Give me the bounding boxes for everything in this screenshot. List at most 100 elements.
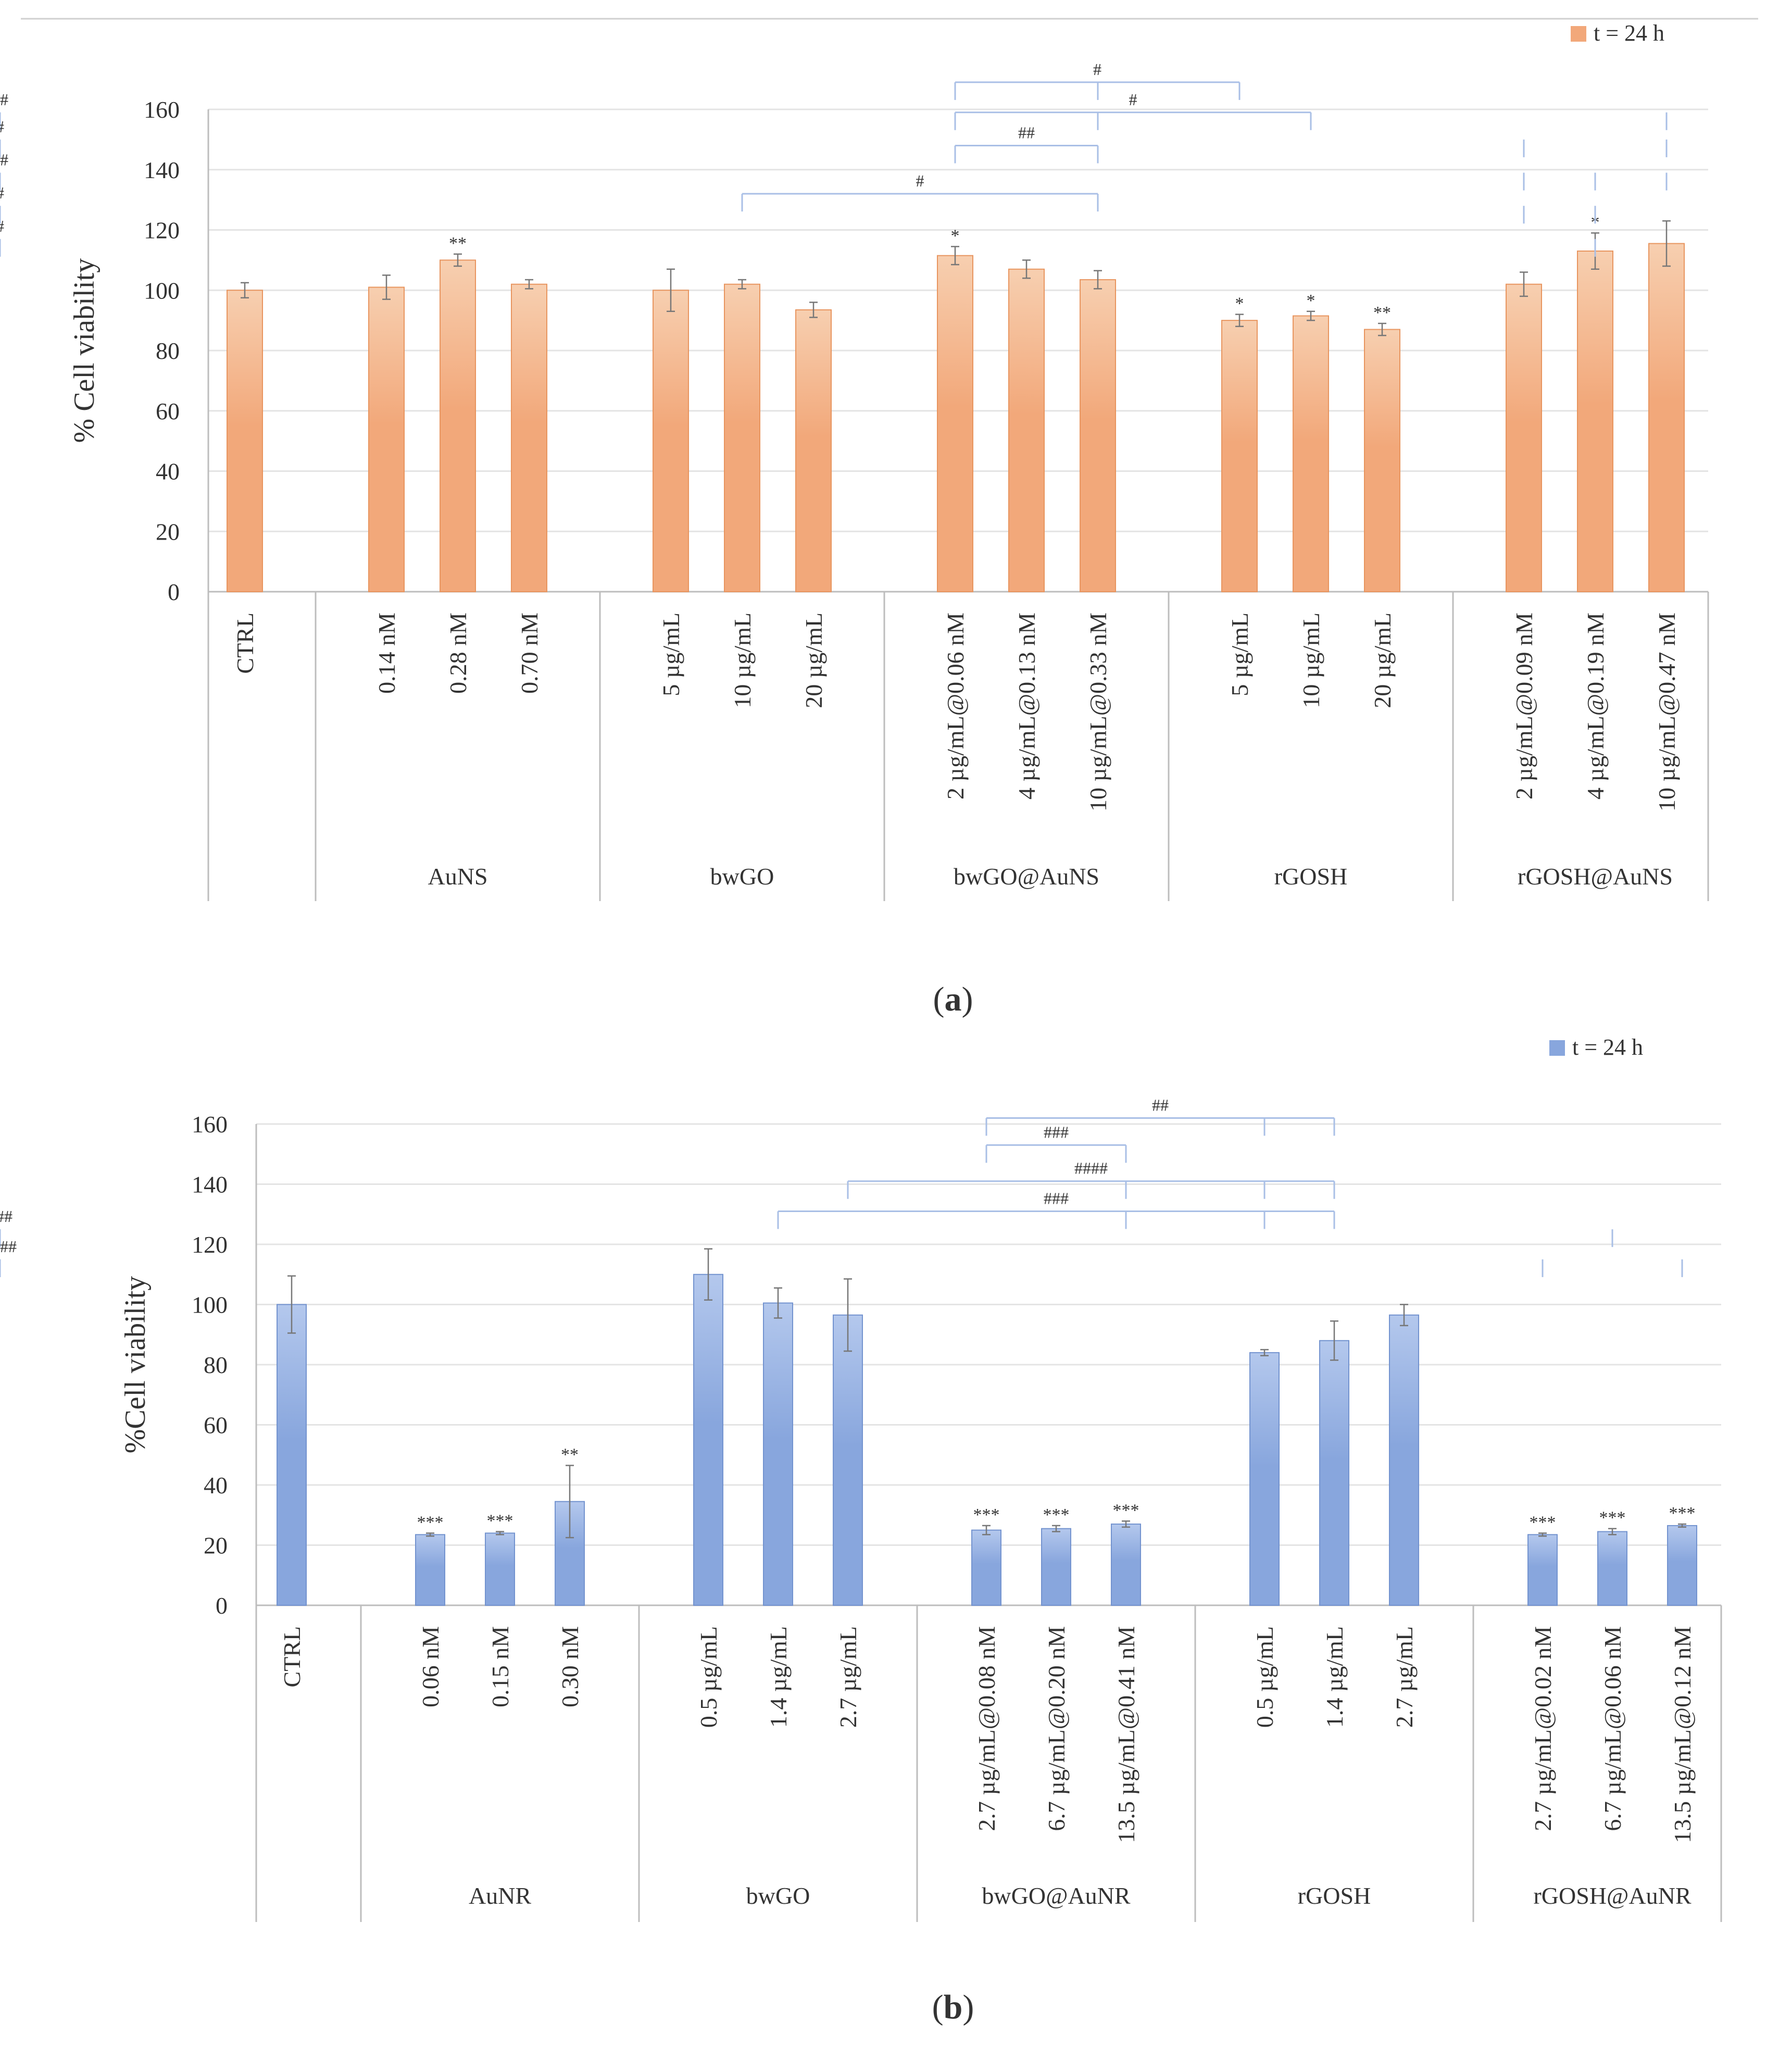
bar [485,1532,515,1606]
x-tick-label: 10 µg/mL [729,613,756,708]
x-tick-label: 1.4 µg/mL [1321,1626,1348,1728]
significance-label: *** [1113,1501,1139,1520]
y-tick-label: 80 [204,1352,228,1378]
x-tick-label: 0.5 µg/mL [1251,1626,1278,1728]
legend-swatch [1549,1040,1565,1056]
x-tick-label: 0.06 nM [417,1626,444,1707]
bar [415,1534,445,1606]
significance-label: *** [1530,1513,1556,1532]
significance-bracket-label: # [0,217,4,235]
legend-label: t = 24 h [1594,20,1664,46]
significance-bracket-label: # [0,117,4,136]
x-tick-label: 2.7 µg/mL [835,1626,861,1728]
x-tick-label: 0.5 µg/mL [695,1626,722,1728]
y-axis-label: % Cell viability [68,258,101,443]
bar [511,283,547,592]
group-label: bwGO [710,863,774,890]
bar [227,290,263,592]
bar [724,283,760,592]
y-tick-label: 100 [192,1292,228,1318]
significance-bracket-label: ### [1044,1122,1069,1141]
group-label: bwGO@AuNS [954,863,1099,890]
significance-bracket-label: ### [0,1207,12,1226]
y-tick-label: 20 [156,518,180,545]
x-tick-label: 2.7 µg/mL@0.08 nM [973,1626,1000,1831]
bar [937,255,973,593]
x-tick-label: 10 µg/mL@0.33 nM [1085,613,1111,812]
x-tick-label: 6.7 µg/mL@0.20 nM [1043,1626,1070,1831]
significance-label: ** [561,1445,579,1464]
significance-label: *** [417,1513,444,1532]
bar [1597,1531,1627,1606]
x-tick-label: 4 µg/mL@0.19 nM [1582,613,1609,800]
significance-bracket-label: ## [0,90,8,109]
x-tick-label: 20 µg/mL [800,613,827,708]
y-tick-label: 100 [144,277,180,304]
x-tick-label: 5 µg/mL [1226,613,1253,696]
significance-bracket-label: ## [1018,123,1035,142]
significance-bracket-label: ### [1044,1189,1069,1207]
significance-label: * [1307,291,1316,310]
group-label: rGOSH@AuNS [1518,863,1673,890]
x-tick-label: 1.4 µg/mL [765,1626,792,1728]
significance-bracket-label: ## [0,151,8,169]
group-label: bwGO@AuNR [982,1882,1130,1909]
bar [693,1274,723,1606]
x-tick-label: 2 µg/mL@0.06 nM [942,613,969,800]
y-tick-label: 40 [204,1472,228,1499]
bar [368,286,405,592]
x-tick-label: 10 µg/mL [1298,613,1324,708]
bar [440,259,476,592]
panel-label: (b) [932,1988,974,2026]
x-tick-label: 2.7 µg/mL [1391,1626,1418,1728]
x-tick-label: 6.7 µg/mL@0.06 nM [1599,1626,1626,1831]
legend-swatch [1571,26,1586,42]
group-label: AuNR [469,1882,531,1909]
y-tick-label: 40 [156,458,180,485]
significance-bracket-label: #### [1074,1159,1108,1178]
bar [1527,1534,1558,1606]
significance-label: *** [487,1512,513,1531]
bar [1319,1340,1349,1606]
y-tick-label: 60 [156,398,180,425]
bar [1080,279,1116,592]
y-tick-label: 0 [168,579,180,605]
x-tick-label: 10 µg/mL@0.47 nM [1653,613,1680,812]
significance-label: * [951,226,960,245]
x-tick-label: 2.7 µg/mL@0.02 nM [1530,1626,1556,1831]
bar [1577,251,1613,592]
x-tick-label: CTRL [279,1626,305,1688]
group-label: rGOSH@AuNR [1533,1882,1691,1909]
x-tick-label: 20 µg/mL [1369,613,1396,708]
chart-panel-b: 0 20 40 60 80 100 120 140 160 %Cell viability CTRL… [0,1034,1722,2026]
x-tick-label: 0.70 nM [516,613,543,694]
group-label: rGOSH [1298,1882,1371,1909]
bar [653,290,689,592]
significance-label: *** [1043,1505,1070,1525]
y-tick-label: 160 [144,96,180,123]
group-label: rGOSH [1274,863,1348,890]
y-tick-label: 0 [216,1592,228,1619]
bar [1221,320,1258,592]
significance-bracket-label: # [0,183,4,202]
bar [833,1314,863,1606]
y-tick-label: 20 [204,1532,228,1559]
x-tick-label: 13.5 µg/mL@0.41 nM [1113,1626,1139,1843]
x-tick-label: 5 µg/mL [658,613,684,696]
group-label: AuNS [428,863,487,890]
significance-label: ** [449,234,467,253]
x-tick-label: CTRL [232,613,258,674]
bar [1249,1352,1280,1606]
y-tick-label: 120 [192,1231,228,1258]
bar [1364,329,1400,592]
significance-bracket-label: ## [1152,1095,1169,1114]
legend-label: t = 24 h [1572,1034,1643,1060]
bar [1506,283,1542,592]
x-tick-label: 0.28 nM [445,613,471,694]
chart-panel-a: 0 20 40 60 80 100 120 140 160 % Cell viability CTR… [0,20,1709,1018]
significance-label: *** [1669,1504,1696,1523]
significance-label: *** [973,1505,1000,1525]
bar [795,309,832,592]
significance-label: * [1235,294,1244,314]
